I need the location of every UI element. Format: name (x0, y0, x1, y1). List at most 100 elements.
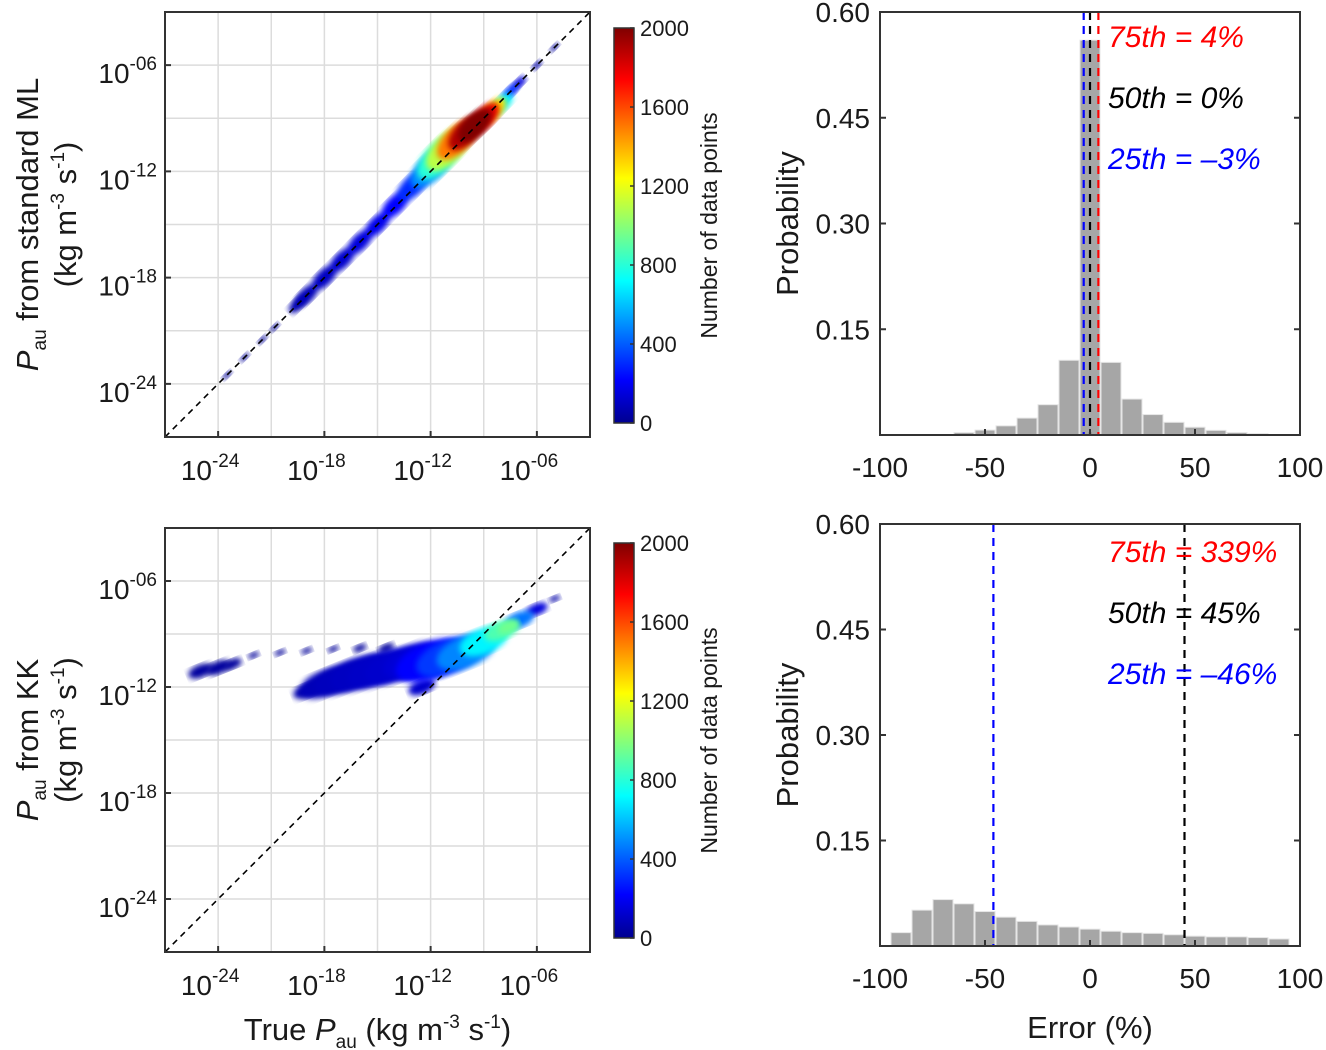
percentile-label: 25th = –46% (1107, 658, 1277, 691)
x-tick-label: 0 (1082, 963, 1098, 994)
x-tick-label: 0 (1082, 452, 1098, 483)
text-part: s (48, 684, 83, 708)
percentile-label: 50th = 45% (1108, 597, 1261, 630)
axes-box (164, 11, 591, 438)
x-tick-label: 50 (1179, 963, 1210, 994)
colorbar-tick-label: 0 (640, 411, 652, 436)
text-part: (kg m (48, 210, 83, 288)
one-to-one-line (165, 528, 590, 952)
density-point (247, 651, 260, 659)
colorbar-tick-label: 1200 (640, 174, 689, 199)
colorbar (613, 27, 635, 424)
colorbar-tick-label: 1200 (640, 689, 689, 714)
histogram-bar (1037, 924, 1059, 947)
colorbar (613, 542, 635, 939)
y-tick-label: 0.15 (816, 314, 871, 345)
y-tick-label: 10-12 (98, 160, 157, 195)
tick-base: 10 (98, 892, 129, 923)
tick-exponent: -12 (424, 966, 451, 987)
tick-exponent: -06 (130, 54, 157, 75)
y-tick-label: 0.60 (816, 509, 871, 540)
density-point (548, 595, 561, 603)
x-tick-label: -50 (965, 963, 1005, 994)
x-tick-label: 100 (1277, 452, 1324, 483)
tick-exponent: -24 (130, 373, 158, 394)
text-part: (kg m (357, 1012, 443, 1047)
histogram-bar (1058, 359, 1080, 436)
axes-box (164, 527, 591, 953)
y-tick-label: 0.45 (816, 615, 871, 646)
tick-base: 10 (98, 574, 129, 605)
text-part: -3 (443, 1012, 460, 1033)
tick-base: 10 (98, 680, 129, 711)
rest: from standard ML (10, 78, 45, 330)
histogram-bar (1100, 361, 1122, 436)
y-axis-label: Pau from KK (10, 658, 51, 821)
x-tick-label: -50 (965, 452, 1005, 483)
y-tick-label: 10-12 (98, 676, 157, 711)
tick-base: 10 (181, 455, 212, 486)
var: P (10, 800, 45, 821)
scatter-panel-kk: 10-2410-2410-1810-1810-1210-1210-0610-06… (10, 527, 722, 1050)
tick-base: 10 (98, 377, 129, 408)
text-part: (kg m (48, 725, 83, 803)
histogram-bar (1058, 926, 1080, 947)
colorbar-tick-label: 1600 (640, 610, 689, 635)
y-tick-label: 10-24 (98, 373, 157, 408)
colorbar-label: Number of data points (696, 112, 722, 338)
histogram-bar (1121, 932, 1143, 947)
tick-exponent: -18 (318, 451, 345, 472)
text-part: ) (501, 1012, 511, 1047)
x-tick-label: 10-18 (287, 451, 346, 486)
x-tick-label: 10-24 (181, 451, 240, 486)
histogram-bar (1121, 398, 1143, 436)
density-point (329, 247, 355, 273)
y-tick-label: 10-06 (98, 570, 157, 605)
subscript: au (30, 779, 51, 800)
density-point (327, 645, 339, 653)
density-point (353, 643, 367, 653)
histogram-bar (1163, 934, 1185, 947)
histogram-bar (1142, 414, 1164, 436)
tick-exponent: -12 (130, 160, 157, 181)
y-tick-label: 0.30 (816, 720, 871, 751)
tick-base: 10 (98, 58, 129, 89)
x-tick-label: 10-18 (287, 966, 346, 1001)
text-part: ) (48, 657, 83, 667)
histogram-bar (1016, 417, 1038, 436)
histogram-bar (1100, 930, 1122, 947)
tick-exponent: -18 (318, 966, 345, 987)
histogram-bar (1163, 421, 1185, 436)
y-axis-unit: (kg m-3 s-1) (48, 657, 83, 803)
density-point (301, 647, 313, 655)
density-point (408, 678, 436, 696)
y-tick-label: 0.15 (816, 826, 871, 857)
y-axis-label: Probability (770, 151, 805, 296)
y-axis-label: Pau from standard ML (10, 78, 51, 371)
colorbar-tick-label: 800 (640, 768, 677, 793)
density-point (497, 620, 520, 634)
x-tick-label: -100 (852, 963, 908, 994)
histogram-bar (1037, 404, 1059, 436)
density-point (188, 663, 213, 679)
histogram-bar (995, 916, 1017, 947)
tick-exponent: -06 (531, 966, 558, 987)
colorbar-tick-label: 800 (640, 253, 677, 278)
x-axis-label: True Pau (kg m-3 s-1) (244, 1012, 511, 1050)
tick-base: 10 (98, 271, 129, 302)
tick-exponent: -18 (130, 782, 157, 803)
histogram-bar (1205, 936, 1227, 947)
tick-exponent: -24 (212, 451, 240, 472)
text-part: -3 (48, 708, 69, 725)
x-tick-label: 10-06 (500, 966, 559, 1001)
histogram-bar (1247, 937, 1269, 947)
text-part: True (244, 1012, 315, 1047)
text-part: -1 (484, 1012, 501, 1033)
tick-base: 10 (287, 455, 318, 486)
tick-exponent: -12 (424, 451, 451, 472)
tick-exponent: -24 (212, 966, 240, 987)
density-cloud (165, 528, 590, 952)
tick-exponent: -06 (130, 570, 157, 591)
text-part: -1 (48, 152, 69, 169)
y-axis-label: Probability (770, 662, 805, 807)
